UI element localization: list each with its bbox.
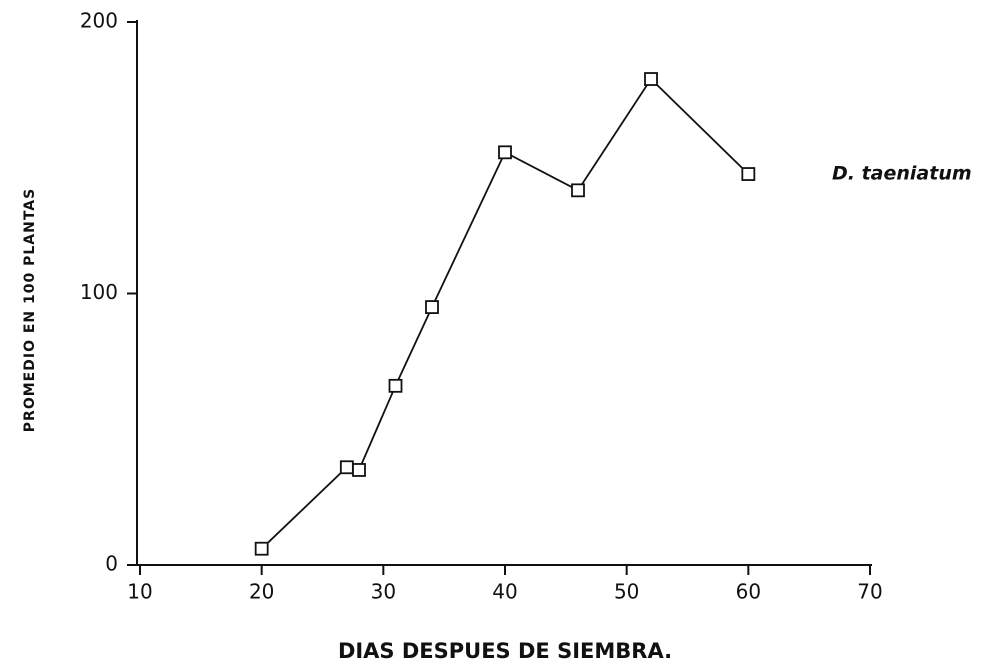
x-axis-label: DIAS DESPUES DE SIEMBRA. [338,639,672,663]
point-marker [254,541,269,556]
y-tick-label: 0 [105,552,118,576]
x-tick-label: 10 [127,580,152,604]
point-marker [741,167,756,181]
y-tick-label: 200 [80,9,118,33]
y-axis-label: PROMEDIO EN 100 PLANTAS [22,188,38,432]
x-tick-label: 70 [857,580,882,604]
point-marker [352,463,366,477]
x-tick-label: 50 [614,580,639,604]
point-marker [571,183,585,198]
x-tick-label: 30 [371,580,396,604]
series-label: D. taeniatum [832,163,972,185]
x-tick-label: 40 [492,580,517,604]
point-marker [425,300,439,314]
x-tick-label: 20 [249,580,274,604]
point-marker [644,72,658,86]
point-marker [388,378,403,393]
point-marker [339,460,354,475]
point-marker [498,145,512,160]
y-tick-label: 100 [80,280,118,304]
x-tick-label: 60 [736,580,761,604]
